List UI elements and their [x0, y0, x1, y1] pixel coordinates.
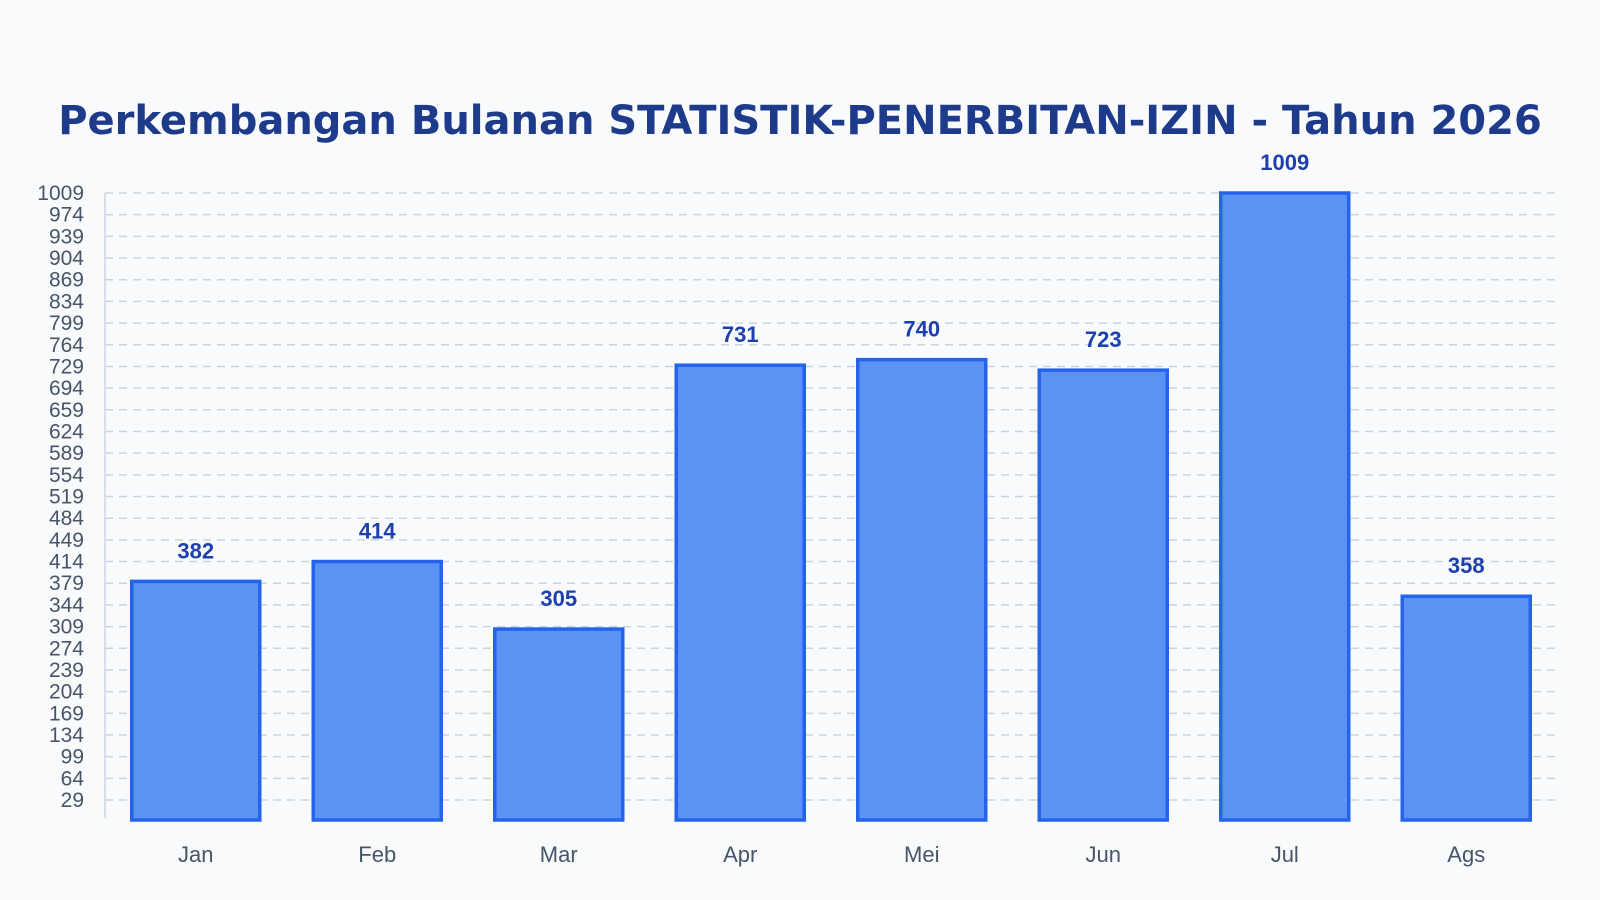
y-tick-label: 379	[49, 572, 84, 595]
y-tick-label: 309	[49, 616, 84, 639]
y-tick-label: 134	[49, 724, 84, 747]
x-tick-label: Jun	[1086, 842, 1121, 867]
x-tick-label: Mar	[540, 842, 578, 867]
chart-title: Perkembangan Bulanan STATISTIK-PENERBITA…	[58, 98, 1542, 144]
x-tick-label: Mei	[904, 842, 939, 867]
y-tick-label: 869	[49, 269, 84, 292]
y-tick-label: 414	[49, 551, 84, 574]
bar-jul	[1219, 191, 1351, 822]
bar-mei	[856, 357, 988, 822]
y-tick-label: 204	[49, 681, 84, 704]
y-tick-label: 29	[61, 789, 84, 812]
x-tick-label: Ags	[1447, 842, 1485, 867]
y-tick-label: 484	[49, 507, 84, 530]
y-tick-label: 624	[49, 420, 84, 443]
value-label: 740	[903, 317, 940, 342]
x-tick-label: Jul	[1271, 842, 1299, 867]
value-label: 731	[722, 322, 759, 347]
bar-ags	[1400, 594, 1532, 822]
y-tick-label: 694	[49, 377, 84, 400]
bar-mar	[493, 627, 625, 822]
bar-jan	[130, 579, 262, 822]
value-label: 1009	[1260, 150, 1309, 175]
y-tick-label: 1009	[37, 182, 84, 205]
y-tick-label: 554	[49, 464, 84, 487]
y-tick-label: 169	[49, 702, 84, 725]
x-tick-label: Feb	[358, 842, 396, 867]
x-tick-label: Jan	[178, 842, 213, 867]
y-axis: 2964991341692042392743093443794144494845…	[37, 182, 106, 818]
y-tick-label: 344	[49, 594, 84, 617]
value-label: 358	[1448, 553, 1485, 578]
value-label: 305	[540, 586, 577, 611]
y-tick-label: 519	[49, 486, 84, 509]
value-label: 382	[177, 538, 214, 563]
x-tick-label: Apr	[723, 842, 757, 867]
y-tick-label: 799	[49, 312, 84, 335]
bar-jun	[1037, 368, 1169, 822]
y-tick-label: 64	[61, 767, 85, 790]
y-tick-label: 274	[49, 637, 84, 660]
value-label: 414	[359, 519, 396, 544]
y-tick-label: 764	[49, 334, 84, 357]
bar-feb	[311, 559, 443, 822]
y-tick-label: 239	[49, 659, 84, 682]
y-tick-label: 449	[49, 529, 84, 552]
bars	[130, 191, 1532, 822]
y-tick-label: 729	[49, 355, 84, 378]
labels: 382 Jan 414 Feb 305 Mar 731 Apr 740 Mei 723 Jun 1009…	[177, 150, 1485, 867]
y-tick-label: 589	[49, 442, 84, 465]
y-tick-label: 659	[49, 399, 84, 422]
y-tick-label: 974	[49, 204, 84, 227]
y-tick-label: 939	[49, 225, 84, 248]
bar-apr	[674, 363, 806, 822]
y-tick-label: 834	[49, 290, 84, 313]
y-tick-label: 99	[61, 746, 84, 769]
y-tick-label: 904	[49, 247, 84, 270]
value-label: 723	[1085, 327, 1122, 352]
